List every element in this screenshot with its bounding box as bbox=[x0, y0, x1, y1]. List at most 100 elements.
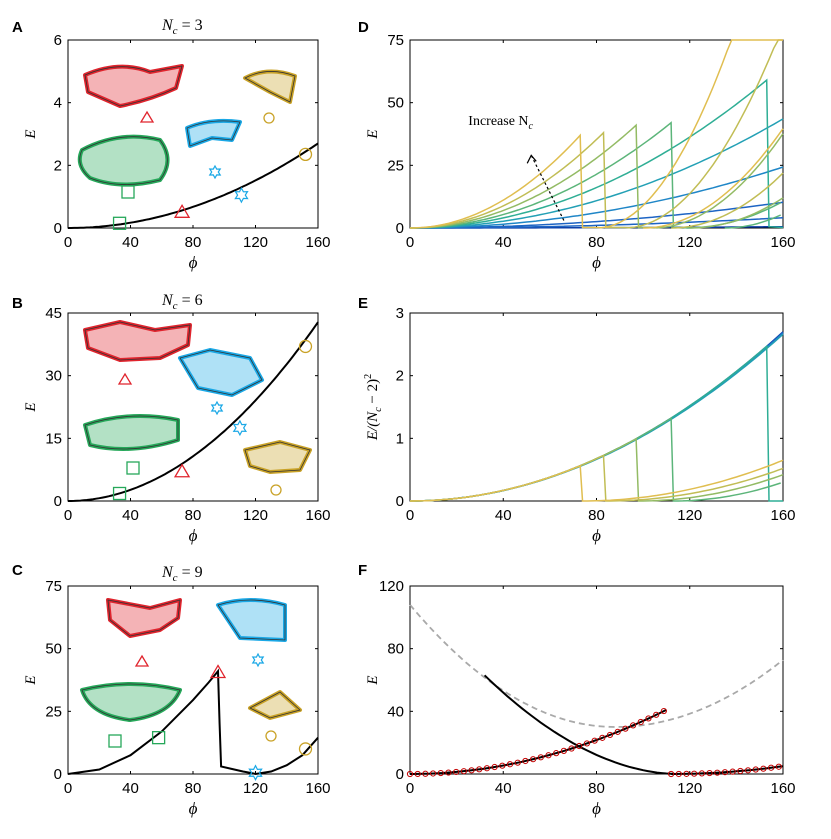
x-tick-label: 40 bbox=[122, 507, 139, 524]
inset-blue-a-outline bbox=[186, 120, 241, 147]
data-point bbox=[614, 728, 621, 735]
data-point bbox=[506, 761, 514, 768]
series-line bbox=[410, 344, 783, 502]
x-tick-label: 40 bbox=[495, 780, 512, 797]
x-tick-label: 0 bbox=[406, 507, 414, 524]
star-marker bbox=[248, 764, 263, 781]
plot-frame bbox=[409, 585, 784, 775]
series-line bbox=[410, 437, 784, 502]
series-line bbox=[410, 39, 783, 229]
panel-e-axes: 0 40 80 120 160 0 1 2 3 ϕ E/(Nc − 2)2 bbox=[363, 305, 796, 545]
data-point bbox=[622, 725, 629, 732]
y-tick-label: 25 bbox=[387, 157, 404, 174]
y-tick-label: 15 bbox=[45, 430, 62, 447]
ascending-line bbox=[410, 708, 667, 775]
inset-shapes bbox=[77, 64, 312, 748]
x-tick-label: 160 bbox=[305, 507, 330, 524]
data-point bbox=[660, 707, 667, 715]
inset-green-c bbox=[80, 682, 182, 722]
y-tick-label: 75 bbox=[387, 32, 404, 49]
square-marker bbox=[126, 461, 140, 475]
data-point bbox=[522, 757, 529, 765]
star-marker bbox=[234, 186, 249, 204]
inset-gold-c bbox=[248, 690, 302, 720]
data-point bbox=[560, 747, 567, 754]
x-tick-label: 80 bbox=[185, 234, 202, 251]
descending-line bbox=[483, 674, 676, 775]
plot-frame bbox=[409, 39, 784, 229]
panel-d-axes: 0 40 80 120 160 0 25 50 75 ϕ E Increase Nc bbox=[365, 32, 796, 272]
y-tick-label: 1 bbox=[396, 430, 404, 447]
data-point bbox=[683, 770, 690, 777]
annotation-text: Increase Nc bbox=[468, 114, 533, 132]
data-point bbox=[768, 764, 775, 771]
circle-marker bbox=[270, 484, 282, 496]
x-tick-label: 160 bbox=[305, 234, 330, 251]
x-tick-label: 120 bbox=[677, 780, 702, 797]
panel-f-axes: 0 40 80 120 160 0 40 80 120 ϕ E bbox=[365, 578, 796, 818]
series-line bbox=[643, 128, 784, 229]
data-point bbox=[698, 770, 705, 777]
dashed-series bbox=[409, 604, 784, 728]
inset-blue-b-outline bbox=[179, 349, 263, 396]
x-tick-label: 80 bbox=[588, 507, 605, 524]
data-point bbox=[460, 768, 467, 775]
triangle-marker bbox=[173, 463, 191, 478]
series-line bbox=[410, 201, 784, 229]
data-point bbox=[775, 763, 782, 770]
curve-line bbox=[67, 668, 319, 776]
x-tick-label: 40 bbox=[122, 234, 139, 251]
x-tick-label: 160 bbox=[770, 507, 795, 524]
series-line bbox=[671, 172, 784, 229]
circle-marker bbox=[298, 339, 313, 354]
triangle-marker bbox=[209, 664, 227, 679]
data-point bbox=[721, 769, 729, 776]
inset-gold-a bbox=[243, 69, 297, 104]
y-tick-label: 6 bbox=[54, 32, 62, 49]
inset-green-a bbox=[77, 134, 170, 187]
panel-c-axes: 0 40 80 120 160 0 25 50 75 ϕ E bbox=[23, 578, 331, 818]
star-marker bbox=[251, 652, 265, 668]
inset-gold-c-outline bbox=[249, 691, 301, 719]
circle-marker bbox=[263, 112, 275, 124]
data-point bbox=[553, 750, 560, 757]
square-marker bbox=[112, 486, 127, 501]
x-tick-label: 80 bbox=[185, 507, 202, 524]
data-point bbox=[483, 765, 491, 772]
data-point bbox=[729, 768, 736, 775]
panel-label-f: F bbox=[358, 562, 367, 579]
panel-label-d: D bbox=[358, 19, 369, 36]
circle-marker bbox=[298, 742, 313, 756]
y-tick-label: 0 bbox=[54, 493, 62, 510]
data-point bbox=[583, 740, 591, 747]
x-tick-label: 120 bbox=[243, 507, 268, 524]
y-axis-label: E bbox=[23, 402, 39, 412]
x-tick-label: 80 bbox=[588, 780, 605, 797]
inset-red-c bbox=[106, 598, 182, 638]
y-tick-label: 45 bbox=[45, 305, 62, 322]
data-point bbox=[453, 768, 460, 776]
inset-gold-a-outline bbox=[244, 71, 296, 103]
x-axis-label: ϕ bbox=[189, 799, 198, 818]
x-tick-label: 80 bbox=[588, 234, 605, 251]
data-point bbox=[429, 770, 437, 777]
data-point bbox=[645, 715, 652, 722]
y-tick-label: 3 bbox=[396, 305, 404, 322]
data-point bbox=[668, 770, 675, 778]
triangle-marker bbox=[139, 110, 155, 123]
plot-frame bbox=[409, 312, 784, 502]
data-point bbox=[529, 756, 537, 763]
data-point bbox=[406, 770, 414, 778]
circle-marker bbox=[265, 730, 277, 742]
y-axis-label: E bbox=[23, 129, 39, 139]
y-axis-label: E bbox=[23, 675, 39, 685]
y-tick-label: 4 bbox=[54, 95, 62, 112]
x-tick-label: 40 bbox=[495, 234, 512, 251]
x-axis-label: ϕ bbox=[189, 253, 198, 272]
data-point bbox=[491, 763, 498, 771]
data-point bbox=[476, 766, 483, 773]
data-point bbox=[499, 762, 506, 769]
data-point bbox=[576, 742, 583, 750]
series-line bbox=[689, 197, 784, 229]
